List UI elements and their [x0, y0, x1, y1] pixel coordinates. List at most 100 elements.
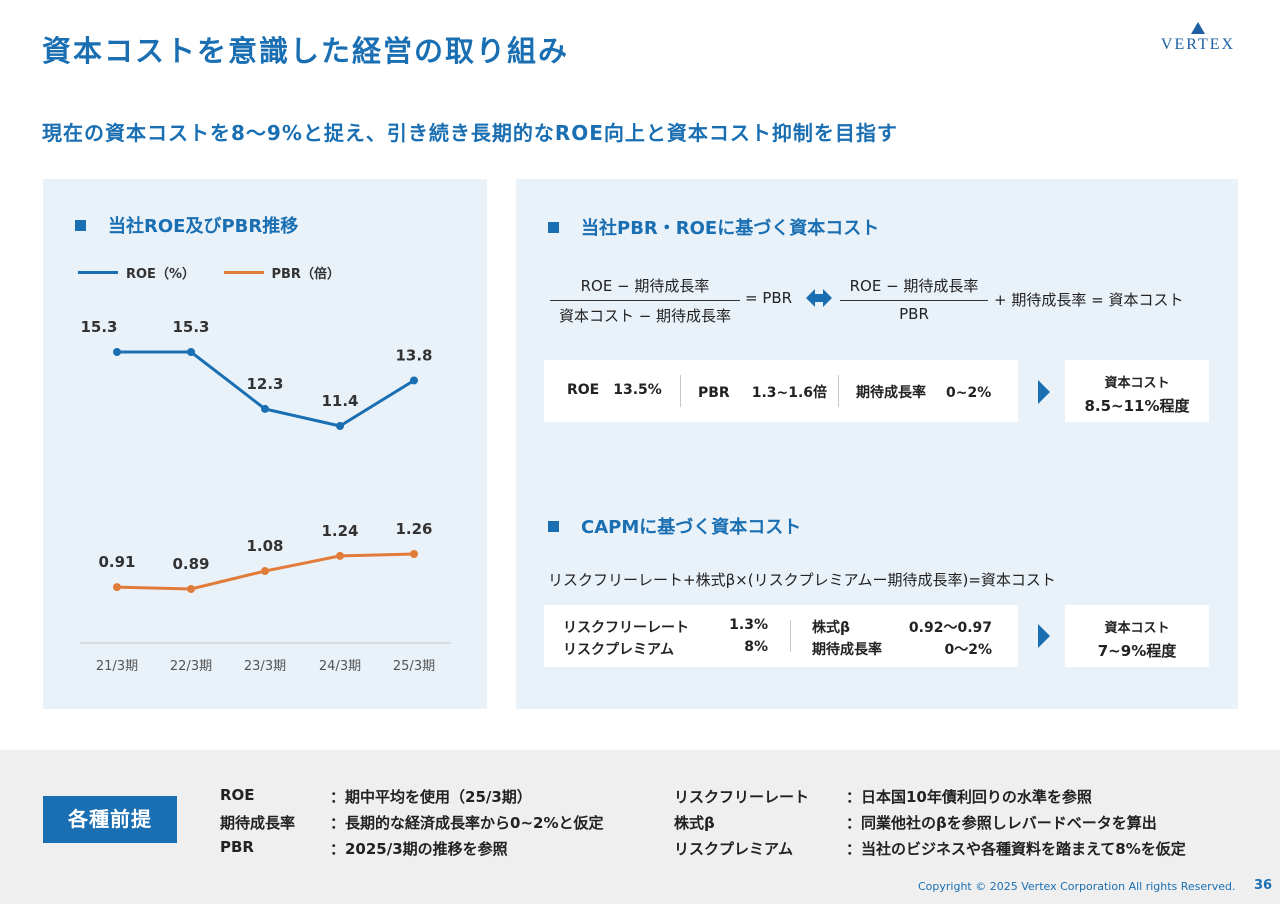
data-point	[187, 585, 195, 593]
pbr-result-box	[1065, 360, 1209, 422]
page-title: 資本コストを意識した経営の取り組み	[42, 34, 570, 68]
legend-line-roe	[78, 271, 118, 274]
formula-right-result: + 期待成長率 = 資本コスト	[994, 291, 1184, 309]
page-subtitle: 現在の資本コストを8〜9%と捉え、引き続き長期的なROE向上と資本コスト抑制を目…	[42, 121, 898, 145]
data-point	[113, 348, 121, 356]
divider	[680, 375, 681, 407]
bullet-square-icon	[75, 220, 86, 231]
x-tick-label: 21/3期	[96, 659, 138, 674]
data-point	[187, 348, 195, 356]
logo-text: VERTEX	[1160, 36, 1236, 53]
assumption-term: リスクプレミアム	[674, 840, 793, 858]
data-point	[336, 551, 344, 560]
assumption-desc: ：日本国10年債利回りの水準を参照	[846, 788, 1092, 806]
input-capm-growth-value: 0〜2%	[944, 642, 992, 658]
logo-triangle-icon	[1191, 22, 1205, 34]
formula-right-numerator: ROE − 期待成長率	[840, 275, 988, 301]
copyright-text: Copyright © 2025 Vertex Corporation All …	[918, 880, 1236, 893]
input-pbr: PBR 1.3~1.6倍	[698, 382, 827, 402]
input-riskpremium-label: リスクプレミアム	[563, 642, 675, 658]
capm-section-heading: CAPMに基づく資本コスト	[548, 513, 801, 539]
input-growth-value: 0~2%	[946, 385, 992, 401]
assumption-term: PBR	[220, 838, 254, 856]
formula-left-fraction: ROE − 期待成長率 資本コスト − 期待成長率	[550, 275, 740, 326]
pbr-section-heading: 当社PBR・ROEに基づく資本コスト	[548, 214, 879, 240]
input-capm-growth-label: 期待成長率	[812, 642, 882, 658]
legend-label-pbr: PBR（倍）	[271, 267, 340, 282]
formula-left-numerator: ROE − 期待成長率	[550, 275, 740, 301]
arrow-right-icon	[1038, 380, 1050, 404]
page-number: 36	[1254, 878, 1273, 893]
input-beta-label: 株式β	[812, 620, 851, 636]
assumption-term: ROE	[220, 786, 255, 804]
data-label: 0.91	[98, 553, 135, 571]
input-roe-label: ROE	[567, 382, 600, 398]
legend-item-pbr: PBR（倍）	[223, 263, 340, 282]
capm-result-value: 7~9%程度	[1097, 642, 1177, 660]
data-label: 1.24	[321, 522, 358, 540]
input-roe-value: 13.5%	[613, 382, 662, 398]
pbr-section-heading-text: 当社PBR・ROEに基づく資本コスト	[581, 218, 880, 239]
data-point	[261, 567, 269, 576]
capm-formula: リスクフリーレート+株式β×(リスクプレミアムー期待成長率)=資本コスト	[548, 571, 1056, 589]
x-tick-label: 23/3期	[244, 659, 286, 674]
capm-section-heading-text: CAPMに基づく資本コスト	[581, 517, 802, 538]
input-pbr-label: PBR	[698, 385, 730, 401]
input-growth: 期待成長率 0~2%	[856, 382, 991, 402]
legend-line-pbr	[223, 271, 264, 274]
capm-result-box	[1065, 605, 1209, 667]
input-growth-label: 期待成長率	[856, 385, 926, 401]
capm-result-label: 資本コスト	[1104, 621, 1170, 636]
assumption-desc: ：当社のビジネスや各種資料を踏まえて8%を仮定	[846, 840, 1186, 858]
data-label: 1.08	[246, 537, 283, 555]
chart-legend: ROE（%） PBR（倍）	[78, 263, 364, 282]
roe-pbr-heading-text: 当社ROE及びPBR推移	[108, 216, 299, 237]
assumptions-footer	[0, 750, 1280, 904]
assumption-term: リスクフリーレート	[674, 788, 810, 806]
legend-item-roe: ROE（%）	[78, 263, 195, 282]
input-riskfree-value: 1.3%	[729, 617, 768, 633]
data-point	[261, 404, 269, 413]
data-label: 11.4	[321, 392, 358, 410]
data-point	[336, 422, 344, 430]
formula-left-denominator: 資本コスト − 期待成長率	[558, 307, 732, 325]
x-tick-label: 22/3期	[170, 659, 212, 674]
divider	[790, 620, 791, 652]
formula-left-result: = PBR	[745, 289, 793, 307]
input-roe: ROE 13.5%	[567, 382, 662, 398]
data-label: 15.3	[172, 318, 209, 336]
pbr-result-label: 資本コスト	[1104, 376, 1170, 391]
bullet-square-icon	[548, 521, 559, 532]
assumption-term: 株式β	[674, 814, 715, 832]
assumption-desc: ：同業他社のβを参照しレバードベータを算出	[846, 814, 1157, 832]
data-point	[410, 550, 418, 558]
pbr-result-value: 8.5~11%程度	[1084, 397, 1190, 415]
assumption-desc: ：期中平均を使用（25/3期）	[330, 788, 532, 806]
input-riskfree-label: リスクフリーレート	[563, 620, 689, 636]
divider	[838, 375, 839, 407]
input-pbr-value: 1.3~1.6倍	[751, 385, 828, 401]
capm-inputs-box	[544, 605, 1018, 667]
data-label: 0.89	[172, 555, 209, 573]
assumption-desc: ：長期的な経済成長率から0~2%と仮定	[330, 814, 604, 832]
company-logo: VERTEX	[1148, 22, 1248, 54]
legend-label-roe: ROE（%）	[126, 267, 195, 282]
bullet-square-icon	[548, 222, 559, 233]
assumption-term: 期待成長率	[220, 814, 296, 832]
data-label: 13.8	[395, 346, 432, 364]
roe-pbr-heading: 当社ROE及びPBR推移	[75, 212, 298, 238]
data-label: 1.26	[395, 520, 432, 538]
formula-right-fraction: ROE − 期待成長率 PBR	[840, 275, 988, 323]
data-point	[113, 583, 121, 592]
input-riskpremium-value: 8%	[744, 639, 768, 655]
data-label: 12.3	[246, 375, 283, 393]
assumption-desc: ：2025/3期の推移を参照	[330, 840, 508, 858]
double-arrow-icon	[806, 289, 832, 307]
input-beta-value: 0.92〜0.97	[908, 620, 992, 636]
roe-pbr-panel	[43, 179, 487, 709]
x-tick-label: 25/3期	[393, 659, 435, 674]
roe-pbr-line-chart: 21/3期 22/3期 23/3期 24/3期 25/3期 15.3 15.3 12.3 11.…	[80, 318, 451, 674]
data-point	[410, 376, 418, 385]
data-label: 15.3	[80, 318, 117, 336]
assumptions-badge: 各種前提	[43, 796, 177, 843]
